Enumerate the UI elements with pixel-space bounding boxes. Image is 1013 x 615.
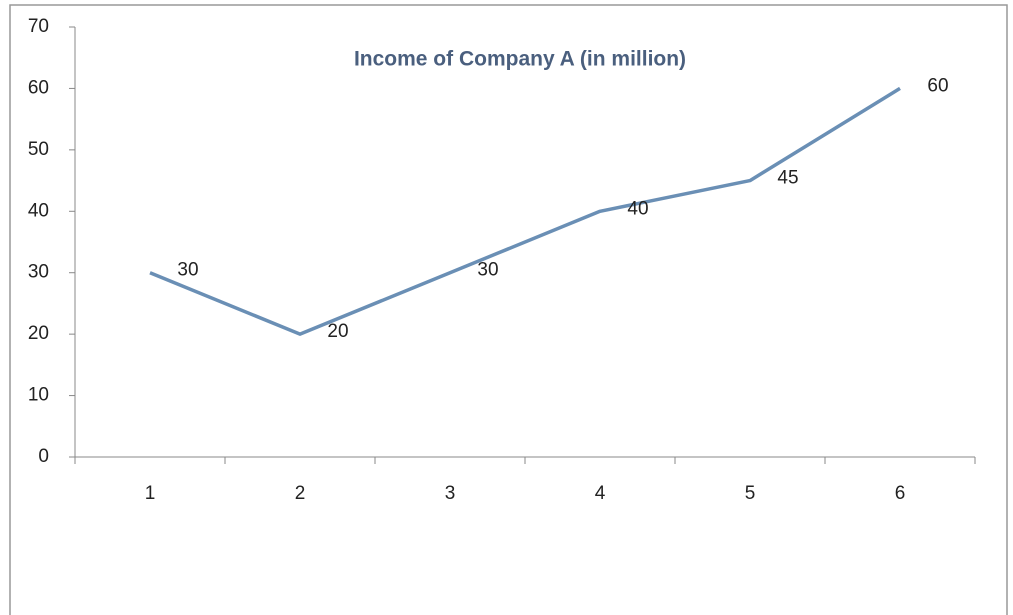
data-label: 30	[477, 260, 498, 281]
y-tick-label: 70	[28, 16, 49, 37]
y-tick-label: 20	[28, 323, 49, 344]
y-tick-label: 40	[28, 200, 49, 221]
data-label: 60	[927, 75, 948, 96]
y-tick-label: 30	[28, 262, 49, 283]
data-label: 30	[177, 260, 198, 281]
y-tick-label: 0	[38, 446, 49, 467]
data-label: 20	[327, 321, 348, 342]
data-line	[149, 86, 901, 336]
y-tick-label: 50	[28, 139, 49, 160]
y-tick-label: 10	[28, 385, 49, 406]
x-tick-label: 4	[595, 483, 606, 504]
x-tick-label: 1	[145, 483, 156, 504]
x-tick-label: 3	[445, 483, 456, 504]
chart-frame	[9, 4, 1008, 615]
x-tick-label: 2	[295, 483, 306, 504]
chart-title: Income of Company A (in million)	[354, 48, 686, 71]
y-tick-label: 60	[28, 77, 49, 98]
x-tick-label: 5	[745, 483, 756, 504]
x-tick-label: 6	[895, 483, 906, 504]
data-label: 40	[627, 198, 648, 219]
data-label: 45	[777, 168, 798, 189]
